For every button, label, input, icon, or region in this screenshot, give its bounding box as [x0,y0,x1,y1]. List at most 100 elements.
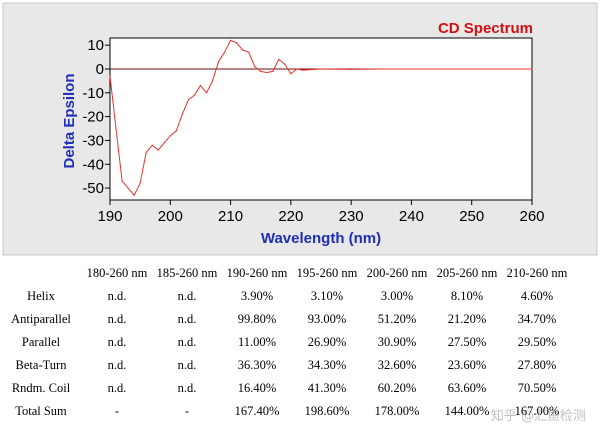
data-point [471,68,473,70]
watermark: 知乎 @汇鱼检测 [490,409,586,424]
x-tick-label: 220 [278,208,303,225]
data-point [121,180,123,182]
table-cell: 99.80% [237,312,277,326]
x-axis-title: Wavelength (nm) [261,230,381,247]
column-header: 205-260 nm [436,266,498,280]
table-cell: 11.00% [237,335,277,349]
row-label: Helix [27,289,55,303]
data-point [211,80,214,82]
table-header-row: 180-260 nm 185-260 nm 190-260 nm 195-260 nm… [0,262,572,285]
data-point [380,68,382,70]
data-point [157,149,159,151]
data-point [302,69,304,71]
x-tick-label: 260 [519,208,544,225]
x-tick-label: 250 [459,208,484,225]
y-axis-title: Delta Epsilon [61,73,78,168]
table-cell: 70.50% [517,381,557,395]
table-cell: 3.90% [240,289,274,303]
data-point [205,92,208,94]
y-tick-label: -30 [82,132,104,149]
series-layer [109,39,533,197]
data-point [151,144,153,146]
plot-area [109,37,533,201]
table-cell: 51.20% [377,312,417,326]
table-cell: 4.60% [520,289,554,303]
column-header: 195-260 nm [296,266,358,280]
data-point [320,68,322,70]
table-cell: 30.90% [377,335,417,349]
table-cell: - [114,404,120,418]
data-point [199,85,202,87]
y-tick-label: -20 [82,109,104,126]
data-point [229,39,232,41]
secondary-structure-table-wrap: 180-260 nm 185-260 nm 190-260 nm 195-260 nm… [0,262,600,423]
table-cell: 63.60% [447,381,487,395]
table-cell: 29.50% [517,335,557,349]
y-tick-label: 0 [96,61,104,78]
table-cell: 167.40% [234,404,280,418]
data-point [350,68,352,71]
data-point [175,130,177,132]
series-line [109,39,532,197]
table-cell: 23.60% [447,358,487,372]
data-point [266,71,268,74]
data-point [127,187,129,189]
data-point [296,68,298,70]
data-point [193,94,195,96]
table-row: Antiparallel n.d. n.d. 99.80% 93.00% 51.20% 21… [0,308,572,331]
axis-ticks: 190 200 210 220 230 240 250 260 10 0 -10 -20 -30 -40 -… [82,37,544,225]
table-cell: 8.10% [450,289,484,303]
table-cell: n.d. [107,335,127,349]
data-point [248,51,250,53]
table-cell: 16.40% [237,381,277,395]
table-cell: 60.20% [377,381,417,395]
data-point [254,65,256,68]
x-tick-label: 240 [399,208,424,225]
x-tick-label: 190 [97,208,122,225]
x-tick-label: 210 [218,208,243,225]
data-point [115,127,117,130]
column-header: 180-260 nm [86,266,148,280]
table-row: Helix n.d. n.d. 3.90% 3.10% 3.00% 8.10% 4.60% [0,285,572,308]
cd-spectrum-chart: CD Spectrum Wavelength (nm) Delta Epsilo… [2,2,598,256]
column-header: 185-260 nm [156,266,218,280]
data-point [242,49,244,51]
chart-title: CD Spectrum [438,20,533,37]
data-point [163,142,165,144]
table-body: Helix n.d. n.d. 3.90% 3.10% 3.00% 8.10% 4.60% An… [0,285,572,423]
data-point [284,63,286,65]
data-point [278,58,280,61]
data-point [308,69,310,71]
table-cell: 198.60% [304,404,350,418]
table-cell: - [184,404,190,418]
table-cell: 27.80% [517,358,557,372]
data-point [187,99,189,101]
column-header: 200-260 nm [366,266,428,280]
table-cell: 3.10% [310,289,344,303]
table-cell: 36.30% [237,358,277,372]
table-cell: 41.30% [307,381,347,395]
table-cell: 178.00% [374,404,420,418]
table-cell: 34.70% [517,312,557,326]
data-point [133,194,135,196]
data-point [109,75,111,77]
data-point [272,70,274,72]
data-point [236,42,238,44]
table-cell: n.d. [177,289,197,303]
table-row: Parallel n.d. n.d. 11.00% 26.90% 30.90% 27.50%… [0,331,572,354]
table-cell: 167.00% [514,404,560,418]
data-point [290,73,292,75]
table-cell: n.d. [177,381,197,395]
table-cell: n.d. [177,358,197,372]
data-point [181,113,183,115]
table-corner [0,262,82,285]
y-tick-label: -40 [82,156,104,173]
table-cell: n.d. [177,312,197,326]
table-cell: n.d. [107,289,127,303]
y-tick-label: 10 [87,37,104,54]
row-label: Parallel [21,335,61,349]
column-header: 210-260 nm [506,266,568,280]
data-point [223,51,226,53]
secondary-structure-table: 180-260 nm 185-260 nm 190-260 nm 195-260 nm… [0,262,572,423]
x-tick-label: 200 [158,208,183,225]
